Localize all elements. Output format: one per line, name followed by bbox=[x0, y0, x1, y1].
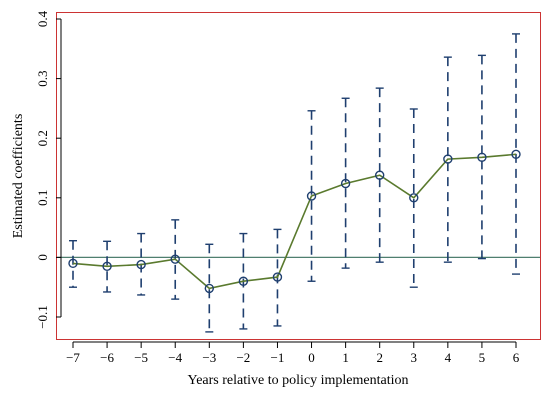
data-point bbox=[68, 258, 78, 269]
data-point bbox=[443, 154, 453, 164]
y-tick-label: −0.1 bbox=[35, 305, 50, 329]
ci-bar bbox=[205, 243, 214, 333]
x-tick-label: 6 bbox=[513, 350, 520, 365]
data-point bbox=[511, 149, 521, 159]
y-tick-label: 0.3 bbox=[35, 70, 50, 86]
y-tick-label: 0.4 bbox=[35, 10, 50, 27]
ci-bar bbox=[443, 56, 452, 263]
series-line bbox=[72, 153, 517, 290]
ci-bar bbox=[341, 97, 350, 269]
data-point bbox=[477, 152, 487, 162]
ci-bar bbox=[103, 240, 112, 293]
x-tick-label: 5 bbox=[479, 350, 486, 365]
x-axis-title: Years relative to policy implementation bbox=[188, 373, 409, 388]
x-tick-label: −5 bbox=[134, 350, 148, 365]
data-point bbox=[272, 272, 283, 282]
ci-bar bbox=[375, 87, 384, 263]
data-point bbox=[238, 276, 249, 286]
ci-bar bbox=[512, 33, 520, 275]
ci-bar bbox=[409, 108, 418, 288]
ci-bar bbox=[477, 54, 486, 260]
x-tick-label: −3 bbox=[202, 350, 216, 365]
y-axis-title: Estimated coefficients bbox=[11, 114, 26, 239]
data-point bbox=[340, 178, 351, 189]
data-point bbox=[102, 261, 112, 272]
data-point bbox=[136, 259, 146, 270]
x-tick-label: 4 bbox=[445, 350, 452, 365]
x-tick-label: 1 bbox=[342, 350, 349, 365]
data-point bbox=[409, 193, 419, 203]
y-tick-label: 0 bbox=[35, 254, 50, 261]
x-tick-label: −7 bbox=[66, 350, 80, 365]
y-tick-label: 0.1 bbox=[35, 190, 50, 206]
x-tick-label: −6 bbox=[100, 350, 114, 365]
data-point bbox=[374, 170, 385, 180]
data-point bbox=[204, 283, 215, 294]
x-tick-label: −2 bbox=[236, 350, 250, 365]
x-tick-label: 3 bbox=[411, 350, 418, 365]
ci-bar bbox=[171, 219, 180, 300]
x-tick-label: 0 bbox=[308, 350, 315, 365]
plot-frame bbox=[56, 12, 541, 340]
x-tick-label: −1 bbox=[271, 350, 285, 365]
data-point bbox=[306, 191, 317, 201]
x-tick-label: 2 bbox=[376, 350, 383, 365]
x-tick-label: −4 bbox=[168, 350, 182, 365]
data-point bbox=[170, 254, 180, 264]
y-tick-label: 0.2 bbox=[35, 130, 50, 146]
ci-bar bbox=[307, 110, 316, 282]
